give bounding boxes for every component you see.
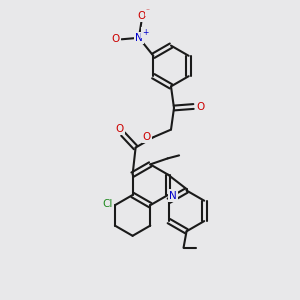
Text: ⁻: ⁻ bbox=[146, 6, 150, 15]
Text: N: N bbox=[135, 33, 143, 43]
Text: O: O bbox=[137, 11, 146, 21]
Text: O: O bbox=[196, 101, 204, 112]
Text: O: O bbox=[111, 34, 120, 44]
Text: N: N bbox=[169, 190, 177, 201]
Text: Cl: Cl bbox=[102, 199, 112, 209]
Text: O: O bbox=[143, 132, 151, 142]
Text: O: O bbox=[115, 124, 124, 134]
Text: +: + bbox=[142, 28, 148, 37]
